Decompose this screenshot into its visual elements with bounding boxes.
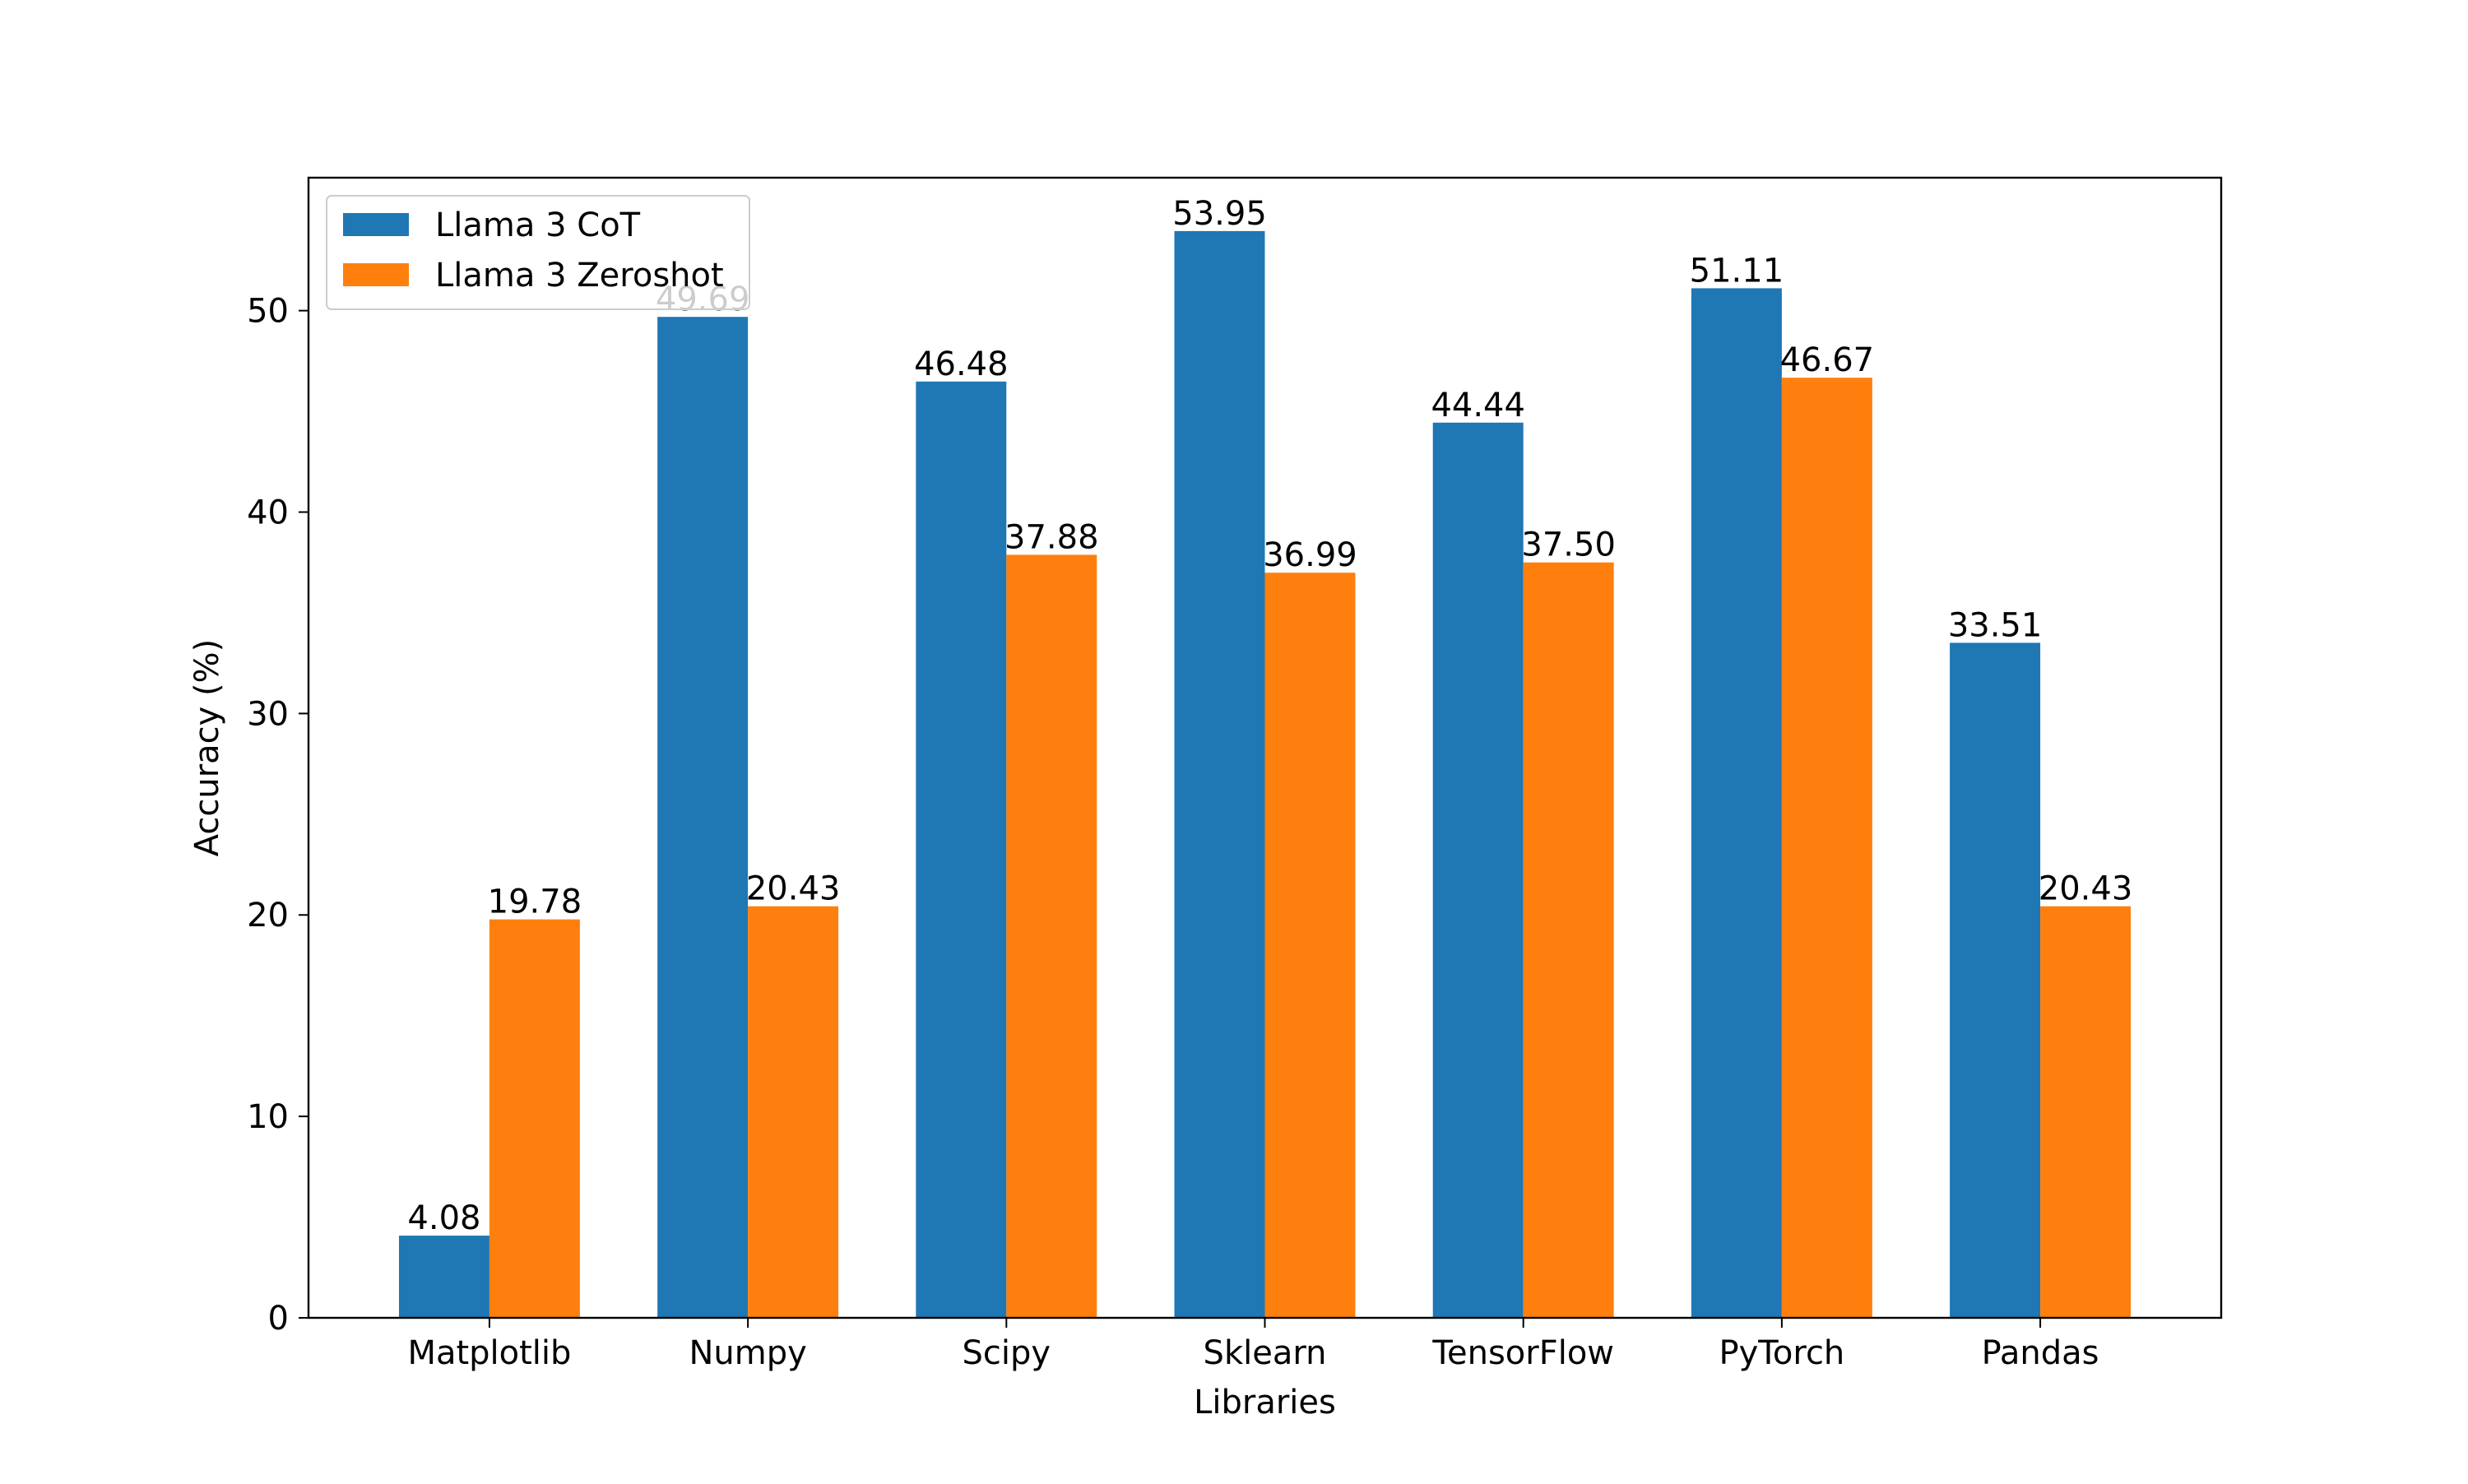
bar-llama-3-cot-sklearn (1174, 230, 1265, 1318)
y-tick-label-30: 30 (247, 695, 289, 733)
x-tick-label-pandas: Pandas (1982, 1334, 2099, 1372)
legend-swatch-llama-3-cot (343, 213, 409, 236)
bar-llama-3-zeroshot-pandas (2040, 906, 2132, 1318)
x-tick-label-matplotlib: Matplotlib (407, 1334, 571, 1372)
x-axis-label: Libraries (1194, 1384, 1336, 1421)
y-tick-label-10: 10 (247, 1098, 289, 1136)
data-label-llama-3-zeroshot-pytorch: 46.67 (1780, 341, 1875, 379)
legend-label-llama-3-cot: Llama 3 CoT (435, 206, 641, 244)
bar-llama-3-cot-matplotlib (398, 1236, 489, 1318)
plot-frame (307, 176, 2223, 1319)
data-label-llama-3-zeroshot-pandas: 20.43 (2039, 870, 2133, 908)
legend-swatch-llama-3-zeroshot (343, 263, 409, 286)
y-tick-label-40: 40 (247, 494, 289, 531)
data-label-llama-3-cot-sklearn: 53.95 (1172, 195, 1267, 233)
data-label-llama-3-cot-pytorch: 51.11 (1690, 252, 1784, 290)
bar-llama-3-zeroshot-sklearn (1264, 573, 1356, 1318)
bar-llama-3-zeroshot-tensorflow (1523, 562, 1614, 1318)
bar-llama-3-zeroshot-matplotlib (489, 919, 580, 1318)
y-tick-label-20: 20 (247, 897, 289, 934)
bar-llama-3-cot-pytorch (1691, 288, 1782, 1319)
bar-llama-3-zeroshot-numpy (748, 906, 839, 1318)
x-tick-label-numpy: Numpy (689, 1334, 806, 1372)
data-label-llama-3-cot-scipy: 46.48 (914, 345, 1009, 383)
legend-label-llama-3-zeroshot: Llama 3 Zeroshot (435, 257, 724, 294)
x-tick-label-pytorch: PyTorch (1719, 1334, 1844, 1372)
x-tick-label-tensorflow: TensorFlow (1431, 1334, 1614, 1372)
data-label-llama-3-zeroshot-numpy: 20.43 (746, 870, 841, 908)
bar-llama-3-cot-scipy (916, 381, 1007, 1318)
bar-llama-3-cot-pandas (1950, 642, 2041, 1318)
legend: Llama 3 CoT Llama 3 Zeroshot (326, 195, 750, 310)
data-label-llama-3-zeroshot-sklearn: 36.99 (1263, 536, 1357, 574)
bar-llama-3-cot-numpy (657, 317, 749, 1319)
bar-llama-3-zeroshot-scipy (1006, 554, 1097, 1318)
legend-box (326, 195, 750, 310)
data-label-llama-3-zeroshot-scipy: 37.88 (1004, 518, 1099, 556)
data-label-llama-3-zeroshot-matplotlib: 19.78 (488, 883, 582, 921)
bar-llama-3-cot-tensorflow (1432, 422, 1524, 1318)
y-axis-label: Accuracy (%) (188, 639, 226, 857)
bar-llama-3-zeroshot-pytorch (1781, 378, 1872, 1318)
data-label-llama-3-zeroshot-tensorflow: 37.50 (1521, 526, 1616, 564)
y-tick-label-0: 0 (268, 1300, 289, 1338)
x-tick-label-scipy: Scipy (963, 1334, 1051, 1372)
y-tick-label-50: 50 (247, 293, 289, 331)
data-label-llama-3-cot-tensorflow: 44.44 (1431, 387, 1525, 424)
data-label-llama-3-cot-matplotlib: 4.08 (407, 1199, 480, 1237)
x-tick-label-sklearn: Sklearn (1204, 1334, 1327, 1372)
data-label-llama-3-cot-pandas: 33.51 (1948, 606, 2043, 644)
